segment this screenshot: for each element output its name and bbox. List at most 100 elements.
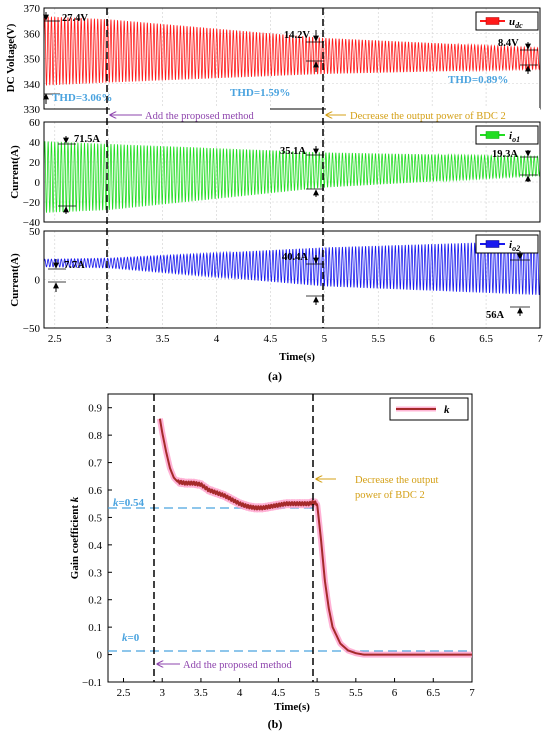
p1-annotation-8v: 8.4V — [498, 38, 519, 49]
p2-annotation-19a: 19.3A — [492, 149, 518, 160]
pb-ytick-8: 0.7 — [88, 458, 102, 470]
panel3-x-ticks: 2.5 3 3.5 4 4.5 5 5.5 6 6.5 7 — [48, 333, 543, 345]
panel1-ylabel: DC Voltage(V) — [5, 23, 17, 92]
panelb-xlabel: Time(s) — [274, 701, 310, 713]
p1-ytick-0: 330 — [24, 104, 41, 116]
pb-xtick-5: 5 — [314, 687, 320, 699]
p3-annotation-40a: 40.4A — [282, 252, 308, 263]
panel3-y-ticks: −50 0 50 — [23, 226, 41, 335]
series-udc-waveform — [43, 16, 541, 86]
label-decrease-power-b-l2: power of BDC 2 — [355, 490, 425, 501]
pb-xtick-1: 3 — [159, 687, 165, 699]
pb-xtick-4: 4.5 — [272, 687, 286, 699]
series-k-line — [158, 418, 473, 656]
pb-ytick-0: −0.1 — [82, 677, 102, 689]
panel1-legend: udc — [475, 11, 539, 31]
thd-1-59: THD=1.59% — [230, 87, 290, 99]
pb-xtick-0: 2.5 — [117, 687, 131, 699]
panel-current-io2: −50 0 50 2.5 3 3.5 4 4.5 5 5.5 6 6.5 7 Current(A) T… — [9, 226, 543, 363]
panel2-legend: io1 — [475, 125, 539, 145]
pb-xtick-9: 7 — [469, 687, 475, 699]
panel2-y-ticks: −40 −20 0 20 40 60 — [23, 117, 41, 229]
p2-ytick-0: −40 — [23, 217, 41, 229]
panelb-y-ticks: −0.1 0 0.1 0.2 0.3 0.4 0.5 0.6 0.7 0.8 0.9 — [82, 403, 112, 689]
p2-ytick-2: 0 — [35, 177, 41, 189]
label-add-method-b: Add the proposed method — [183, 660, 293, 671]
svg-text:io1: io1 — [509, 130, 520, 144]
pb-xtick-2: 3.5 — [194, 687, 208, 699]
p3-xtick-3: 4 — [214, 333, 220, 345]
panel1-frame — [43, 7, 541, 110]
panel3-ylabel: Current(A) — [9, 253, 21, 307]
pb-ytick-2: 0.1 — [88, 622, 102, 634]
p1-ytick-3: 360 — [24, 28, 41, 40]
p3-xtick-4: 4.5 — [264, 333, 278, 345]
pb-ytick-6: 0.5 — [88, 512, 102, 524]
p1-annotation-14v: 14.2V — [284, 30, 310, 41]
label-decrease-power-a: Decrease the output power of BDC 2 — [350, 111, 506, 122]
pb-xtick-3: 4 — [237, 687, 243, 699]
panel1-y-ticks: 330 340 350 360 370 — [24, 3, 41, 116]
panelb-x-ticks: 2.5 3 3.5 4 4.5 5 5.5 6 6.5 7 — [117, 678, 475, 699]
panel3-legend: io2 — [475, 234, 539, 254]
caption-a: (a) — [268, 369, 282, 383]
p3-xtick-2: 3.5 — [156, 333, 170, 345]
p3-xtick-9: 7 — [537, 333, 543, 345]
p3-ytick-0: −50 — [23, 323, 41, 335]
label-add-method-a: Add the proposed method — [145, 111, 255, 122]
panel-current-io1: −40 −20 0 20 40 60 Current(A) io1 71.5A 35.1A… — [9, 117, 541, 229]
pb-ytick-7: 0.6 — [88, 485, 102, 497]
p1-ytick-1: 340 — [24, 79, 41, 91]
series-io2-waveform — [43, 240, 541, 296]
p2-ytick-1: −20 — [23, 197, 41, 209]
p3-xtick-1: 3 — [106, 333, 112, 345]
p1-annotation-27v: 27.4V — [62, 13, 88, 24]
p3-xtick-6: 5.5 — [371, 333, 385, 345]
thd-0-89: THD=0.89% — [448, 74, 508, 86]
panelb-ylabel-var: k — [69, 496, 81, 502]
p1-ytick-2: 350 — [24, 54, 41, 66]
legend-io1-main: i — [509, 130, 513, 142]
panel3-frame — [43, 230, 541, 329]
annotation-k0: k=0 — [122, 632, 140, 644]
svg-text:udc: udc — [509, 16, 523, 30]
annotation-k054: k=0.54 — [113, 497, 145, 509]
p2-annotation-71a: 71.5A — [74, 134, 100, 145]
p1-ytick-4: 370 — [24, 3, 41, 15]
p3-xtick-8: 6.5 — [479, 333, 493, 345]
panelb-ylabel-main: Gain coefficient — [69, 502, 81, 579]
pb-xtick-8: 6.5 — [426, 687, 440, 699]
p2-ytick-5: 60 — [29, 117, 41, 129]
pb-xtick-7: 6 — [392, 687, 398, 699]
pb-ytick-1: 0 — [97, 650, 103, 662]
legend-k: k — [444, 404, 450, 416]
legend-io2-sub: o2 — [512, 244, 520, 253]
pb-xtick-6: 5.5 — [349, 687, 363, 699]
pb-ytick-10: 0.9 — [88, 403, 102, 415]
p3-ytick-2: 50 — [29, 226, 41, 238]
p2-ytick-3: 20 — [29, 157, 41, 169]
panelb-ylabel: Gain coefficient k — [69, 496, 81, 579]
legend-io2-main: i — [509, 239, 513, 251]
p3-annotation-7a: 7.7A — [64, 260, 85, 271]
panel3-xlabel: Time(s) — [279, 351, 315, 363]
pb-ytick-4: 0.3 — [88, 567, 102, 579]
svg-text:io2: io2 — [509, 239, 520, 253]
pb-ytick-9: 0.8 — [88, 430, 102, 442]
caption-b: (b) — [268, 717, 283, 731]
legend-udc-main: u — [509, 16, 515, 28]
p3-ytick-1: 0 — [35, 275, 41, 287]
pb-ytick-3: 0.2 — [88, 595, 102, 607]
series-k-glow — [156, 417, 475, 658]
panel2-frame — [43, 121, 541, 223]
p2-ytick-4: 40 — [29, 137, 41, 149]
p3-xtick-0: 2.5 — [48, 333, 62, 345]
p2-annotation-35a: 35.1A — [280, 146, 306, 157]
label-decrease-power-b-l1: Decrease the output — [355, 475, 438, 486]
series-io1-waveform — [43, 141, 541, 213]
thd-3-06: THD=3.06% — [52, 92, 112, 104]
p3-annotation-56a: 56A — [486, 310, 505, 321]
pb-ytick-5: 0.4 — [88, 540, 102, 552]
